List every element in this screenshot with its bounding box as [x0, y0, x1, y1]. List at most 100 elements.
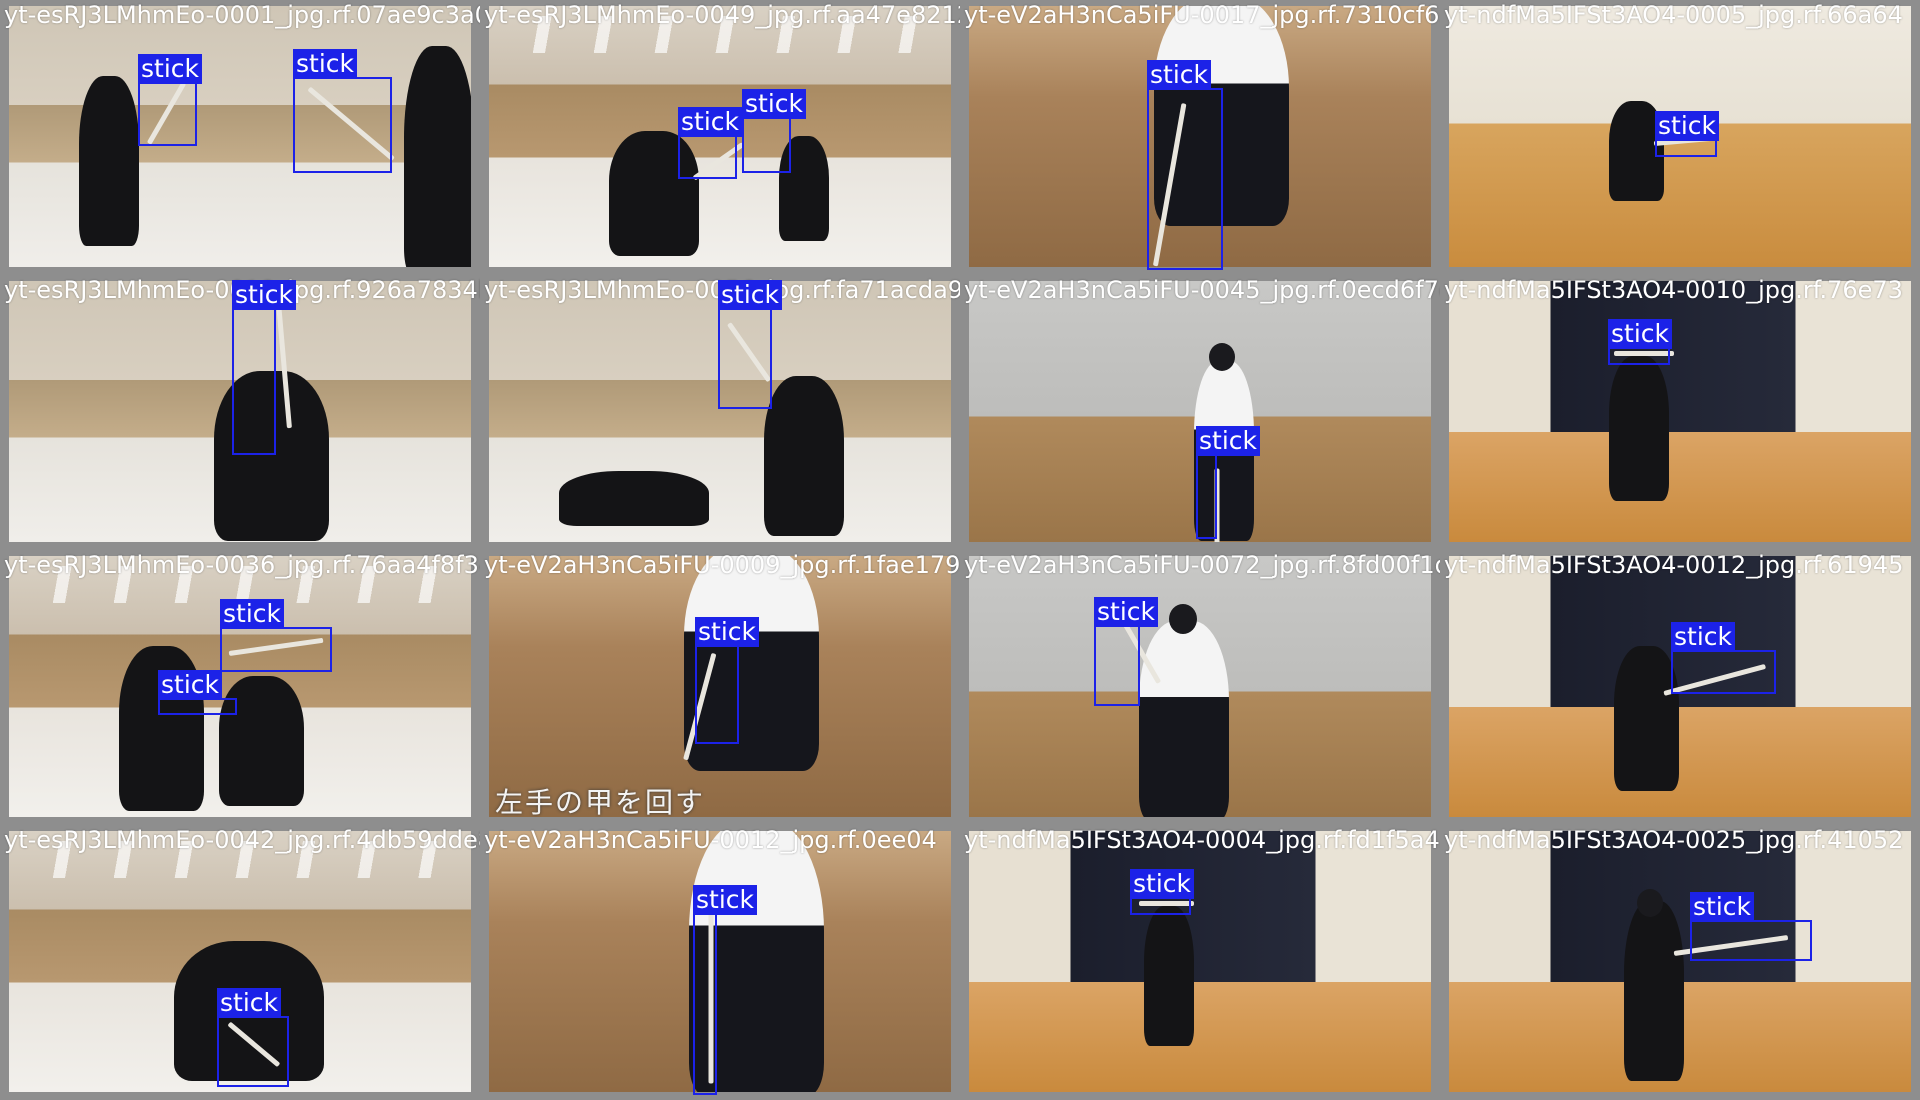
scene-photo [489, 281, 951, 542]
bounding-box: stick [718, 280, 782, 409]
scene-photo [1449, 831, 1911, 1092]
person-head [1169, 604, 1197, 634]
tile-filename: yt-eV2aH3nCa5iFU-0017_jpg.rf.7310cf65285… [964, 1, 1440, 29]
bokken [1614, 351, 1674, 356]
kendoka-figure [1624, 901, 1684, 1081]
bounding-box: stick [1130, 869, 1194, 915]
scene-photo [1449, 556, 1911, 817]
kendoka-figure [609, 131, 699, 256]
image-tile: yt-esRJ3LMhmEo-0049_jpg.rf.aa47e821234d0… [480, 0, 960, 275]
bbox-label: stick [695, 617, 759, 647]
bbox-label: stick [138, 54, 202, 84]
bbox-label: stick [1608, 319, 1672, 349]
kendoka-figure [779, 136, 829, 241]
scene-photo: 左手の甲を回す [489, 556, 951, 817]
tile-filename: yt-esRJ3LMhmEo-0049_jpg.rf.aa47e821234d0 [484, 1, 960, 29]
person-head [1637, 889, 1663, 917]
image-tile: yt-esRJ3LMhmEo-0036_jpg.rf.76aa4f8f34e s… [0, 550, 480, 825]
hakama-figure [684, 556, 819, 771]
bbox-label: stick [1655, 111, 1719, 141]
ceiling-lights [516, 16, 924, 53]
bounding-box: stick [1671, 622, 1776, 694]
kendoka-figure [764, 376, 844, 536]
scene-photo [969, 831, 1431, 1092]
bounding-box: stick [138, 54, 202, 146]
bbox-label: stick [1094, 597, 1158, 627]
bbox-label: stick [220, 599, 284, 629]
image-tile: yt-esRJ3LMhmEo-0042_jpg.rf.4db59dde848 s… [0, 825, 480, 1100]
image-tile: yt-esRJ3LMhmEo-0056_jpg.rf.fa71acda9647 … [480, 275, 960, 550]
scene-photo [9, 281, 471, 542]
ceiling-lights [36, 841, 444, 878]
hakama-figure [1139, 621, 1229, 817]
scene-photo [969, 556, 1431, 817]
person-head [1209, 343, 1235, 371]
ceiling-lights [36, 566, 444, 603]
tile-filename: yt-eV2aH3nCa5iFU-0012_jpg.rf.0ee04 [484, 826, 937, 854]
bbox-label: stick [158, 670, 222, 700]
bounding-box: stick [693, 885, 757, 1095]
image-tile: yt-eV2aH3nCa5iFU-0045_jpg.rf.0ecd6f7e216… [960, 275, 1440, 550]
bounding-box: stick [695, 617, 759, 744]
image-tile: yt-ndfMa5IFSt3AO4-0004_jpg.rf.fd1f5a452 … [960, 825, 1440, 1100]
video-subtitle: 左手の甲を回す [495, 786, 706, 817]
kendoka-figure [1614, 646, 1679, 791]
image-tile: yt-eV2aH3nCa5iFU-0012_jpg.rf.0ee04 stick [480, 825, 960, 1100]
scene-photo [9, 831, 471, 1092]
bounding-box: stick [1094, 597, 1158, 706]
kendoka-figure [404, 46, 471, 267]
bounding-box: stick [232, 280, 296, 455]
kendoka-figure [1609, 356, 1669, 501]
bbox-label: stick [678, 107, 742, 137]
bbox-label: stick [293, 49, 357, 79]
tile-filename: yt-esRJ3LMhmEo-0001_jpg.rf.07ae9c3a04c2b… [4, 1, 480, 29]
bounding-box: stick [678, 107, 742, 179]
scene-photo [9, 6, 471, 267]
kendoka-figure [79, 76, 139, 246]
scene-photo [489, 831, 951, 1092]
bbox-label: stick [1196, 426, 1260, 456]
bounding-box: stick [293, 49, 392, 173]
image-tile: yt-esRJ3LMhmEo-0018_jpg.rf.926a7834b48 s… [0, 275, 480, 550]
bounding-box: stick [220, 599, 332, 672]
tile-filename: yt-ndfMa5IFSt3AO4-0004_jpg.rf.fd1f5a452 [964, 826, 1440, 854]
bbox-label: stick [1690, 892, 1754, 922]
image-tile: yt-ndfMa5IFSt3AO4-0025_jpg.rf.41052 stic… [1440, 825, 1920, 1100]
tile-filename: yt-ndfMa5IFSt3AO4-0012_jpg.rf.61945 [1444, 551, 1904, 579]
bbox-label: stick [232, 280, 296, 310]
bounding-box: stick [742, 89, 806, 173]
scene-photo [489, 6, 951, 267]
tile-filename: yt-esRJ3LMhmEo-0036_jpg.rf.76aa4f8f34e [4, 551, 480, 579]
image-tile: 左手の甲を回す yt-eV2aH3nCa5iFU-0009_jpg.rf.1fa… [480, 550, 960, 825]
tile-filename: yt-eV2aH3nCa5iFU-0045_jpg.rf.0ecd6f7e216… [964, 276, 1440, 304]
image-tile: yt-eV2aH3nCa5iFU-0017_jpg.rf.7310cf65285… [960, 0, 1440, 275]
bbox-label: stick [1130, 869, 1194, 899]
tile-filename: yt-esRJ3LMhmEo-0042_jpg.rf.4db59dde848 [4, 826, 480, 854]
image-tile: yt-ndfMa5IFSt3AO4-0010_jpg.rf.76e73 stic… [1440, 275, 1920, 550]
tile-filename: yt-eV2aH3nCa5iFU-0072_jpg.rf.8fd00f1d255… [964, 551, 1440, 579]
kendoka-figure [219, 676, 304, 806]
bbox-label: stick [742, 89, 806, 119]
bokken [1139, 901, 1194, 906]
bounding-box: stick [1655, 111, 1719, 157]
scene-photo [1449, 281, 1911, 542]
image-tile: yt-eV2aH3nCa5iFU-0072_jpg.rf.8fd00f1d255… [960, 550, 1440, 825]
kendoka-figure [1609, 101, 1664, 201]
bounding-box: stick [1147, 60, 1223, 270]
bbox-label: stick [1671, 622, 1735, 652]
bounding-box: stick [1196, 426, 1260, 539]
bbox-label: stick [718, 280, 782, 310]
kendoka-figure [1144, 906, 1194, 1046]
bounding-box: stick [1690, 892, 1812, 961]
kendoka-figure [559, 471, 709, 526]
tile-filename: yt-eV2aH3nCa5iFU-0009_jpg.rf.1fae179 [484, 551, 960, 579]
image-tile: yt-ndfMa5IFSt3AO4-0005_jpg.rf.66a64 stic… [1440, 0, 1920, 275]
bounding-box: stick [158, 670, 237, 715]
bbox-label: stick [693, 885, 757, 915]
scene-photo [9, 556, 471, 817]
bounding-box: stick [1608, 319, 1672, 365]
tile-filename: yt-ndfMa5IFSt3AO4-0010_jpg.rf.76e73 [1444, 276, 1903, 304]
image-tile: yt-esRJ3LMhmEo-0001_jpg.rf.07ae9c3a04c2b… [0, 0, 480, 275]
tile-filename: yt-ndfMa5IFSt3AO4-0005_jpg.rf.66a64 [1444, 1, 1903, 29]
